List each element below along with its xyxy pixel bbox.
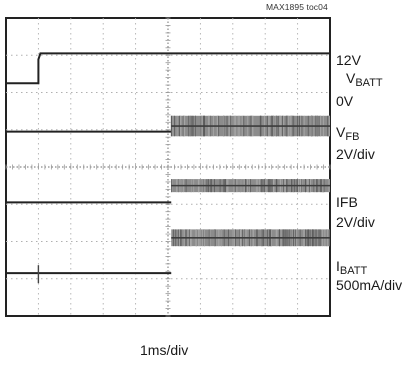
vbatt-trace (6, 52, 330, 85)
ifb-scale-label: 2V/div (336, 214, 375, 230)
traces (6, 52, 330, 284)
ifb-label: IFB (336, 194, 358, 210)
vbatt-top-level-label: 12V (336, 52, 361, 68)
ibatt-label: IBATT (336, 258, 368, 277)
vfb-scale-label: 2V/div (336, 146, 375, 162)
ibatt-scale-label: 500mA/div (336, 277, 403, 293)
vfb-label: VFB (336, 124, 360, 143)
vbatt-label: VBATT (346, 70, 383, 89)
figure-tag: MAX1895 toc04 (266, 2, 328, 12)
grid (5, 17, 331, 317)
vbatt-zero-level-label: 0V (336, 93, 354, 109)
x-axis-scale-label: 1ms/div (140, 342, 189, 358)
